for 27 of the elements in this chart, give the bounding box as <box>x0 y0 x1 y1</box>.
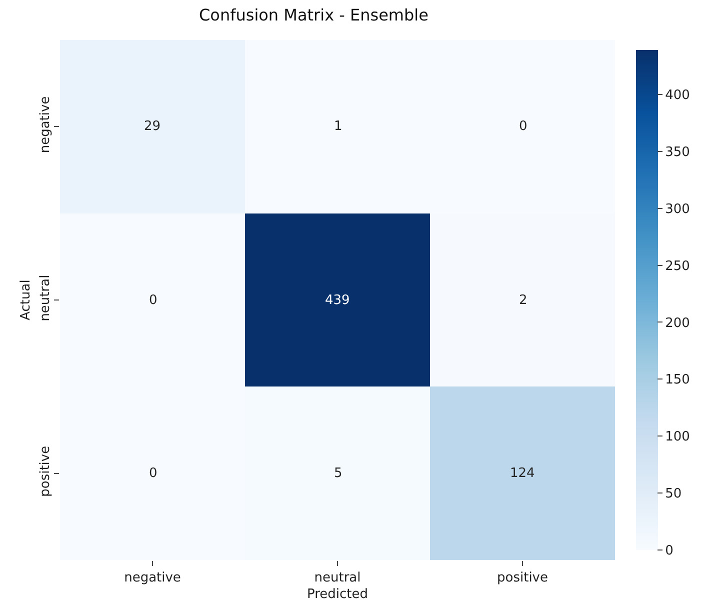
x-tick-label: negative <box>124 570 181 586</box>
x-tick-label: neutral <box>314 570 361 586</box>
color-bar-label: 100 <box>665 430 690 445</box>
y-tick-label: positive <box>38 446 53 497</box>
y-tick-label: negative <box>38 96 53 154</box>
color-bar-label: 150 <box>665 372 690 388</box>
color-bar-label: 50 <box>665 486 682 502</box>
data-label: 29 <box>144 119 161 134</box>
color-bar-label: 0 <box>665 544 674 559</box>
color-bar-label: 200 <box>665 316 690 331</box>
x-axis-title: Predicted <box>306 587 368 602</box>
data-label: 0 <box>149 293 158 308</box>
x-tick-label: positive <box>497 570 548 586</box>
y-axis-title: Actual <box>18 280 34 320</box>
y-tick-label: neutral <box>38 274 53 322</box>
color-bar-label: 400 <box>665 88 690 103</box>
color-bar-label: 350 <box>665 144 690 160</box>
data-label: 2 <box>519 293 528 308</box>
data-label: 0 <box>149 466 158 481</box>
data-label: 124 <box>510 466 535 481</box>
data-label: 1 <box>334 119 342 134</box>
chart-title: Confusion Matrix - Ensemble <box>198 5 428 24</box>
color-bar-label: 250 <box>665 258 690 274</box>
color-bar-label: 300 <box>665 202 690 217</box>
data-label: 0 <box>519 119 528 134</box>
data-label: 5 <box>334 466 342 481</box>
data-label: 439 <box>325 293 350 308</box>
